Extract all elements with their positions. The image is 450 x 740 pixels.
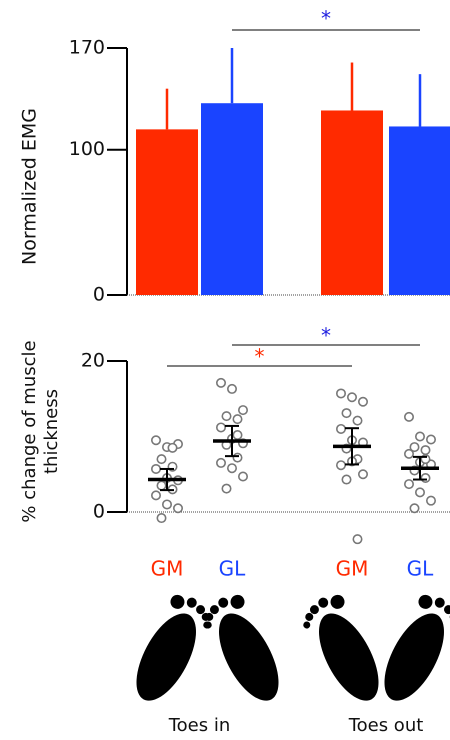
data-point <box>232 414 243 425</box>
data-point <box>414 431 425 442</box>
y-axis-label: Normalized EMG <box>19 108 41 265</box>
data-point <box>420 445 431 456</box>
data-point <box>151 490 162 501</box>
significance-mark: * <box>321 324 331 348</box>
data-point <box>346 392 357 403</box>
data-point <box>162 499 173 510</box>
data-point <box>341 474 352 485</box>
data-point <box>409 442 420 453</box>
category-label: GL <box>407 557 434 581</box>
data-point <box>414 487 425 498</box>
significance-mark: * <box>255 345 265 369</box>
data-point <box>403 448 414 459</box>
data-point <box>357 396 368 407</box>
y-tick-label: 170 <box>69 37 105 59</box>
data-point <box>156 513 167 524</box>
bar <box>136 129 198 295</box>
data-point <box>335 460 346 471</box>
category-label: GM <box>151 557 184 581</box>
data-point <box>221 483 232 494</box>
data-point <box>425 495 436 506</box>
bar <box>389 126 450 295</box>
y-tick-label: 100 <box>69 138 105 160</box>
data-point <box>167 442 178 453</box>
data-point <box>425 434 436 445</box>
y-tick-label: 0 <box>93 501 105 523</box>
group-label: Toes out <box>348 715 424 736</box>
data-point <box>216 422 227 433</box>
data-point <box>420 473 431 484</box>
data-point <box>335 388 346 399</box>
y-axis-label: % change of muscle <box>19 340 40 522</box>
data-point <box>357 469 368 480</box>
feet <box>136 594 450 701</box>
data-point <box>151 435 162 446</box>
category-label: GL <box>219 557 246 581</box>
data-point <box>352 415 363 426</box>
bar <box>201 103 263 295</box>
data-point <box>403 411 414 422</box>
y-axis-label: thickness <box>41 389 62 474</box>
data-point <box>216 457 227 468</box>
data-point <box>238 471 249 482</box>
data-point <box>151 463 162 474</box>
data-point <box>238 405 249 416</box>
group-label: Toes in <box>168 715 231 736</box>
data-point <box>409 503 420 514</box>
data-point <box>232 429 243 440</box>
data-point <box>173 503 184 514</box>
data-point <box>403 479 414 490</box>
significance-mark: * <box>321 7 331 31</box>
data-point <box>227 463 238 474</box>
data-point <box>156 454 167 465</box>
data-point <box>232 452 243 463</box>
data-point <box>227 383 238 394</box>
data-point <box>156 480 167 491</box>
data-point <box>221 411 232 422</box>
bar <box>321 110 383 295</box>
y-tick-label: 0 <box>93 284 105 306</box>
data-point <box>335 423 346 434</box>
data-point <box>352 534 363 545</box>
data-point <box>341 408 352 419</box>
y-tick-label: 20 <box>81 350 105 372</box>
category-label: GM <box>336 557 369 581</box>
data-point <box>216 377 227 388</box>
